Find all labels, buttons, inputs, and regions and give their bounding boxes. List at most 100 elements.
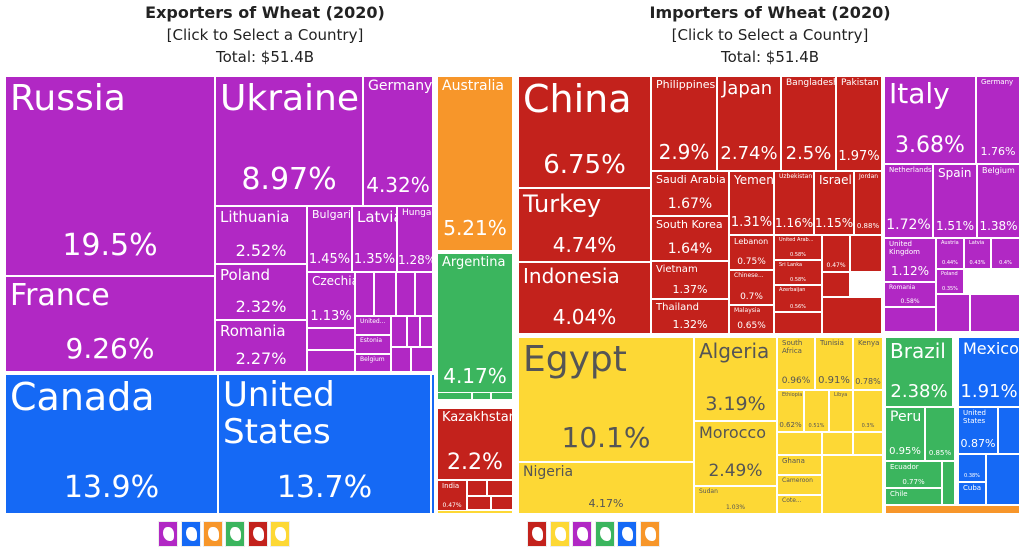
treemap-cell-0-3[interactable]: 0.3% [853, 390, 883, 432]
treemap-cell-lithuania[interactable]: Lithuania 2.52% [215, 206, 307, 264]
treemap-cell-india[interactable]: India 0.47% [437, 480, 467, 512]
treemap-cell-austria[interactable]: Austria 0.44% [936, 238, 964, 269]
treemap-cell-israel[interactable]: Israel 1.15% [814, 171, 854, 235]
treemap-cell-south-africa[interactable]: South Africa 0.96% [777, 337, 815, 390]
treemap-cell-spain[interactable]: Spain 1.51% [933, 164, 977, 238]
treemap-cell-yemen[interactable]: Yemen 1.31% [729, 171, 774, 235]
north-america-continent-icon[interactable] [617, 521, 637, 547]
treemap-cell-hungary[interactable]: Hungary 1.28% [397, 206, 433, 272]
treemap-cell-ethiopia[interactable]: Ethiopia 0.62% [777, 390, 804, 432]
treemap-cell-small[interactable] [420, 316, 433, 347]
treemap-cell-cameroon[interactable]: Cameroon [777, 475, 822, 495]
treemap-cell-germany[interactable]: Germany 1.76% [976, 76, 1020, 164]
treemap-cell-canada[interactable]: Canada 13.9% [5, 374, 218, 514]
treemap-cell-japan[interactable]: Japan 2.74% [717, 76, 781, 171]
treemap-cell-kazakhstan[interactable]: Kazakhstan 2.2% [437, 408, 513, 480]
treemap-cell-small[interactable] [391, 347, 411, 372]
treemap-cell-peru[interactable]: Peru 0.95% [885, 407, 925, 461]
treemap-cell-small[interactable] [774, 312, 822, 334]
treemap-cell-ghana[interactable]: Ghana [777, 455, 822, 475]
treemap-cell-small[interactable] [822, 272, 850, 297]
treemap-cell-latvia[interactable]: Latvia 0.43% [964, 238, 991, 269]
treemap-cell-small[interactable] [884, 307, 936, 332]
treemap-cell-small[interactable] [437, 392, 472, 400]
treemap-cell-azerbaijan[interactable]: Azerbaijan 0.56% [774, 285, 822, 312]
treemap-cell-philippines[interactable]: Philippines 2.9% [651, 76, 717, 171]
treemap-cell-thailand[interactable]: Thailand 1.32% [651, 299, 729, 334]
treemap-cell-small[interactable] [374, 272, 396, 316]
europe-continent-icon[interactable] [572, 521, 592, 547]
treemap-cell-small[interactable] [437, 510, 513, 514]
treemap-cell-chinese[interactable]: Chinese... 0.7% [729, 270, 774, 305]
treemap-cell-small[interactable] [487, 480, 513, 496]
treemap-cell-russia[interactable]: Russia 19.5% [5, 76, 215, 276]
treemap-cell-turkey[interactable]: Turkey 4.74% [518, 188, 651, 262]
treemap-cell-cuba[interactable]: Cuba [958, 482, 986, 505]
treemap-cell-united[interactable]: United... [355, 316, 391, 335]
treemap-cell-indonesia[interactable]: Indonesia 4.04% [518, 262, 651, 334]
treemap-cell-0-47[interactable]: 0.47% [822, 235, 850, 272]
north-america-continent-icon[interactable] [181, 521, 201, 547]
treemap-cell-small[interactable] [411, 347, 433, 372]
treemap-cell-sri-lanka[interactable]: Sri Lanka 0.58% [774, 260, 822, 285]
south-america-continent-icon[interactable] [225, 521, 245, 547]
treemap-cell-small[interactable] [396, 272, 415, 316]
treemap-cell-brazil[interactable]: Brazil 2.38% [885, 337, 953, 407]
treemap-cell-sudan[interactable]: Sudan 1.03% [694, 486, 777, 514]
treemap-cell-small[interactable] [491, 496, 513, 510]
treemap-cell-small[interactable] [822, 432, 853, 455]
treemap-cell-kenya[interactable]: Kenya 0.78% [853, 337, 883, 390]
treemap-cell-mexico[interactable]: Mexico 1.91% [958, 337, 1020, 407]
treemap-cell-belgium[interactable]: Belgium [355, 354, 391, 372]
treemap-cell-argentina[interactable]: Argentina 4.17% [437, 253, 513, 398]
treemap-cell-small[interactable] [942, 461, 955, 505]
treemap-cell-small[interactable] [822, 297, 882, 334]
treemap-cell-malaysia[interactable]: Malaysia 0.65% [729, 305, 774, 334]
treemap-cell-libya[interactable]: Libya [829, 390, 853, 432]
treemap-cell-small[interactable] [491, 392, 513, 400]
europe-continent-icon[interactable] [158, 521, 178, 547]
treemap-cell-vietnam[interactable]: Vietnam 1.37% [651, 261, 729, 299]
treemap-cell-small[interactable] [853, 432, 883, 455]
south-america-continent-icon[interactable] [595, 521, 615, 547]
treemap-cell-poland[interactable]: Poland 2.32% [215, 264, 307, 320]
treemap-cell-small[interactable] [777, 432, 822, 455]
treemap-cell-latvia[interactable]: Latvia 1.35% [352, 206, 397, 272]
treemap-cell-netherlands[interactable]: Netherlands 1.72% [884, 164, 933, 238]
treemap-cell-czechia[interactable]: Czechia 1.13% [307, 272, 355, 328]
treemap-cell-tunisia[interactable]: Tunisia 0.91% [815, 337, 853, 390]
treemap-cell-morocco[interactable]: Morocco 2.49% [694, 421, 777, 486]
treemap-cell-egypt[interactable]: Egypt 10.1% [518, 337, 694, 462]
treemap-cell-small[interactable] [415, 272, 433, 316]
treemap-cell-small[interactable] [850, 235, 882, 272]
treemap-cell-0-85[interactable]: 0.85% [925, 407, 955, 461]
treemap-cell-romania[interactable]: Romania 2.27% [215, 320, 307, 372]
importers-subtitle[interactable]: [Click to Select a Country] [671, 26, 869, 44]
treemap-cell-poland[interactable]: Poland 0.35% [936, 269, 964, 294]
treemap-cell-china[interactable]: China 6.75% [518, 76, 651, 188]
treemap-cell-france[interactable]: France 9.26% [5, 276, 215, 372]
treemap-cell-belgium[interactable]: Belgium 1.38% [977, 164, 1020, 238]
treemap-cell-small[interactable] [467, 496, 491, 510]
treemap-cell-small[interactable] [307, 328, 355, 350]
treemap-cell-small[interactable] [307, 350, 355, 372]
treemap-cell-estonia[interactable]: Estonia [355, 335, 391, 354]
treemap-cell-nigeria[interactable]: Nigeria 4.17% [518, 462, 694, 514]
oceania-continent-icon[interactable] [640, 521, 660, 547]
treemap-cell-uzbekistan[interactable]: Uzbekistan 1.16% [774, 171, 814, 235]
oceania-continent-icon[interactable] [203, 521, 223, 547]
treemap-cell-south-korea[interactable]: South Korea 1.64% [651, 216, 729, 261]
treemap-cell-small[interactable] [936, 294, 970, 332]
treemap-cell-small[interactable] [431, 374, 435, 514]
treemap-cell-small[interactable] [885, 505, 1020, 514]
treemap-cell-pakistan[interactable]: Pakistan 1.97% [836, 76, 882, 171]
treemap-cell-0-51[interactable]: 0.51% [804, 390, 829, 432]
treemap-cell-bulgaria[interactable]: Bulgaria 1.45% [307, 206, 352, 272]
treemap-cell-small[interactable] [472, 392, 491, 400]
treemap-cell-united-states[interactable]: United States 13.7% [218, 374, 431, 514]
treemap-cell-algeria[interactable]: Algeria 3.19% [694, 337, 777, 421]
asia-continent-icon[interactable] [527, 521, 547, 547]
treemap-cell-small[interactable] [822, 455, 883, 514]
treemap-cell-united-arab[interactable]: United Arab... 0.58% [774, 235, 822, 260]
treemap-cell-0-38[interactable]: 0.38% [958, 454, 986, 482]
